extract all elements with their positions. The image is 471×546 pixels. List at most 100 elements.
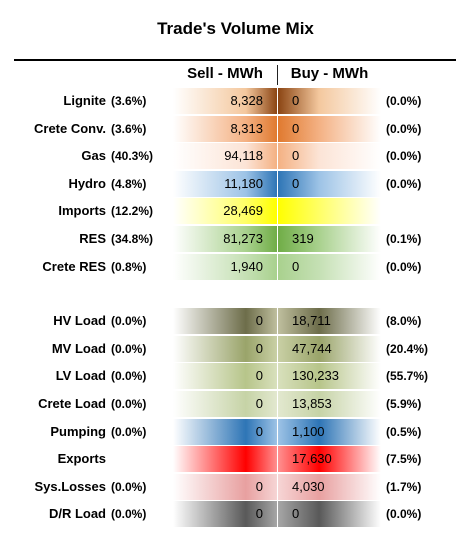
row-label: LV Load <box>55 368 106 383</box>
buy-value-cell: 0 <box>278 143 381 169</box>
sell-value-cell: 28,469 <box>173 198 277 224</box>
buy-share: (0.0%) <box>386 260 422 274</box>
sell-share <box>111 446 171 472</box>
table-row: Gas (40.3%) 94,118 0 (0.0%) <box>0 143 471 169</box>
table-row: Crete Load (0.0%) 0 13,853 (5.9%) <box>0 391 471 417</box>
cell-divider <box>277 419 278 445</box>
sell-share: (0.0%) <box>111 369 147 383</box>
buy-value-cell: 13,853 <box>278 391 381 417</box>
table-row: Hydro (4.8%) 11,180 0 (0.0%) <box>0 171 471 197</box>
sell-value-cell: 1,940 <box>173 254 277 280</box>
sell-share: (0.0%) <box>111 342 147 356</box>
buy-value-cell: 0 <box>278 501 381 527</box>
row-label: Crete Conv. <box>34 121 106 136</box>
table-row: LV Load (0.0%) 0 130,233 (55.7%) <box>0 363 471 389</box>
row-label: Sys.Losses <box>34 479 106 494</box>
cell-divider <box>277 336 278 362</box>
buy-value-cell: 0 <box>278 171 381 197</box>
cell-divider <box>277 116 278 142</box>
cell-divider <box>277 446 278 472</box>
buy-share <box>386 198 446 224</box>
cell-divider <box>277 171 278 197</box>
buy-share: (55.7%) <box>386 369 429 383</box>
column-divider <box>277 65 278 85</box>
buy-value-cell: 4,030 <box>278 474 381 500</box>
sell-column-header: Sell - MWh <box>187 65 263 82</box>
buy-share: (0.0%) <box>386 149 422 163</box>
buy-share: (0.0%) <box>386 507 422 521</box>
row-label: HV Load <box>53 313 106 328</box>
table-row: Crete Conv. (3.6%) 8,313 0 (0.0%) <box>0 116 471 142</box>
table-row: Exports 17,630 (7.5%) <box>0 446 471 472</box>
buy-share: (0.1%) <box>386 232 422 246</box>
sell-value-cell: 94,118 <box>173 143 277 169</box>
table-row: Crete RES (0.8%) 1,940 0 (0.0%) <box>0 254 471 280</box>
cell-divider <box>277 391 278 417</box>
sell-value-cell: 0 <box>173 419 277 445</box>
sell-share: (0.8%) <box>111 260 147 274</box>
cell-divider <box>277 226 278 252</box>
row-label: Lignite <box>63 93 106 108</box>
cell-divider <box>277 308 278 334</box>
row-label: Pumping <box>50 424 106 439</box>
cell-divider <box>277 363 278 389</box>
sell-share: (0.0%) <box>111 397 147 411</box>
sell-share: (34.8%) <box>111 232 154 246</box>
table-row: Imports (12.2%) 28,469 <box>0 198 471 224</box>
buy-share: (20.4%) <box>386 342 429 356</box>
row-label: Crete RES <box>42 259 106 274</box>
sell-value-cell <box>173 446 277 472</box>
cell-divider <box>277 198 278 224</box>
buy-share: (8.0%) <box>386 314 422 328</box>
table-row: HV Load (0.0%) 0 18,711 (8.0%) <box>0 308 471 334</box>
sell-share: (0.0%) <box>111 507 147 521</box>
row-label: Crete Load <box>38 396 106 411</box>
row-label: MV Load <box>51 341 106 356</box>
sell-share: (12.2%) <box>111 204 154 218</box>
buy-share: (0.0%) <box>386 94 422 108</box>
sell-value-cell: 0 <box>173 474 277 500</box>
buy-value-cell: 17,630 <box>278 446 381 472</box>
sell-share: (0.0%) <box>111 480 147 494</box>
sell-value-cell: 8,328 <box>173 88 277 114</box>
sell-value-cell: 0 <box>173 391 277 417</box>
sell-share: (3.6%) <box>111 94 147 108</box>
sell-value-cell: 8,313 <box>173 116 277 142</box>
buy-value-cell: 130,233 <box>278 363 381 389</box>
table-row: Pumping (0.0%) 0 1,100 (0.5%) <box>0 419 471 445</box>
buy-share: (7.5%) <box>386 452 422 466</box>
row-label: Exports <box>57 451 106 466</box>
sell-value-cell: 0 <box>173 501 277 527</box>
sell-value-cell: 0 <box>173 336 277 362</box>
buy-value-cell: 47,744 <box>278 336 381 362</box>
buy-value-cell: 0 <box>278 254 381 280</box>
row-label: RES <box>79 231 106 246</box>
sell-value-cell: 81,273 <box>173 226 277 252</box>
title-rule <box>14 59 456 61</box>
buy-value-cell: 319 <box>278 226 381 252</box>
row-label: Gas <box>81 148 106 163</box>
buy-share: (1.7%) <box>386 480 422 494</box>
sell-value-cell: 0 <box>173 363 277 389</box>
cell-divider <box>277 88 278 114</box>
chart-title: Trade's Volume Mix <box>157 19 314 38</box>
table-row: RES (34.8%) 81,273 319 (0.1%) <box>0 226 471 252</box>
buy-share: (5.9%) <box>386 397 422 411</box>
cell-divider <box>277 143 278 169</box>
buy-share: (0.0%) <box>386 122 422 136</box>
sell-value-cell: 11,180 <box>173 171 277 197</box>
table-row: Lignite (3.6%) 8,328 0 (0.0%) <box>0 88 471 114</box>
buy-share: (0.5%) <box>386 425 422 439</box>
row-label: Imports <box>58 203 106 218</box>
table-row: MV Load (0.0%) 0 47,744 (20.4%) <box>0 336 471 362</box>
sell-value-cell: 0 <box>173 308 277 334</box>
table-row: Sys.Losses (0.0%) 0 4,030 (1.7%) <box>0 474 471 500</box>
buy-value-cell: 0 <box>278 88 381 114</box>
sell-share: (40.3%) <box>111 149 154 163</box>
buy-value-cell <box>278 198 381 224</box>
cell-divider <box>277 501 278 527</box>
row-label: D/R Load <box>48 506 106 521</box>
buy-column-header: Buy - MWh <box>290 65 369 82</box>
sell-share: (4.8%) <box>111 177 147 191</box>
sell-share: (0.0%) <box>111 425 147 439</box>
